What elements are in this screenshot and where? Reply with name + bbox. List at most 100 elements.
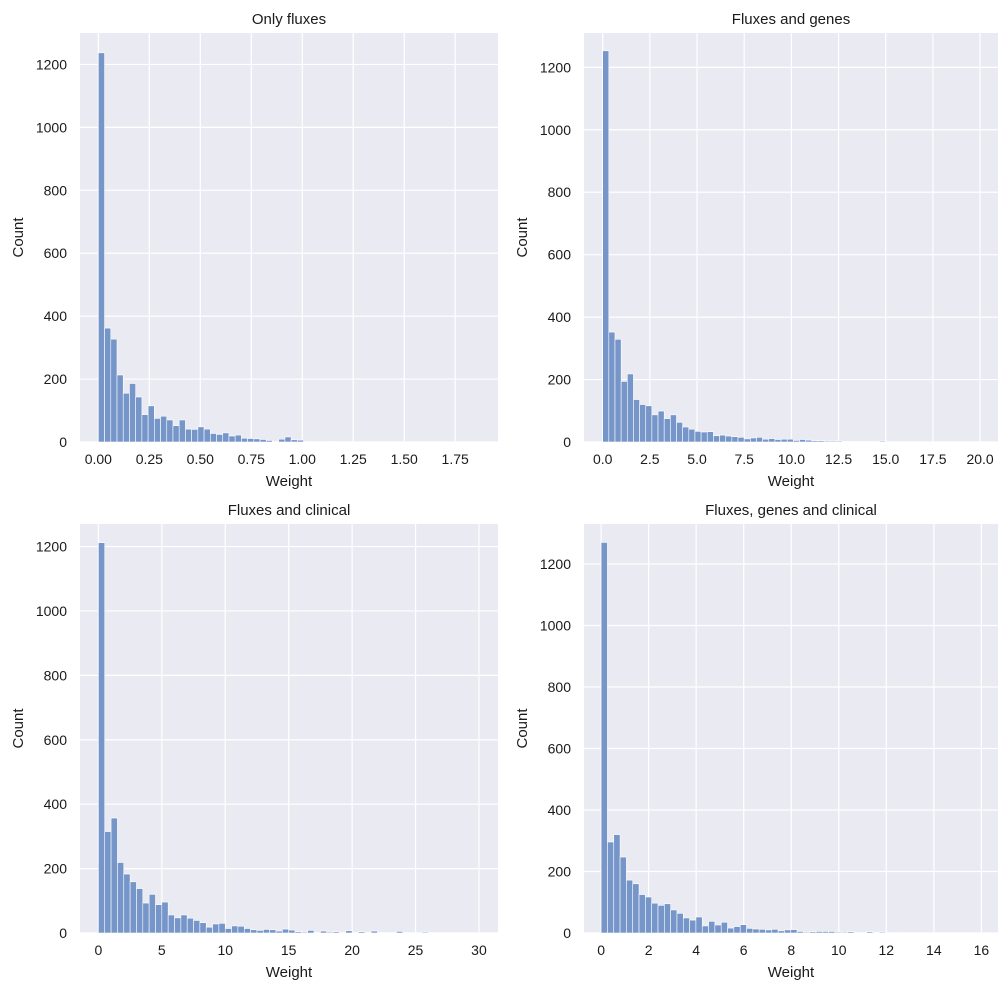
histogram-bar bbox=[224, 928, 232, 934]
x-tick-label: 0 bbox=[597, 942, 605, 958]
histogram-bar bbox=[259, 439, 267, 443]
x-tick-label: 0.50 bbox=[187, 451, 214, 467]
panel-title: Fluxes and clinical bbox=[228, 502, 351, 519]
histogram-bar bbox=[743, 438, 751, 443]
histogram-bar bbox=[209, 433, 217, 443]
histogram-bar bbox=[620, 381, 628, 443]
y-axis-label: Count bbox=[10, 708, 27, 749]
histogram-bar bbox=[178, 419, 186, 443]
x-tick-label: 1.50 bbox=[391, 451, 418, 467]
histogram-bar bbox=[756, 437, 763, 443]
x-axis-label: Weight bbox=[266, 964, 313, 981]
histogram-bar bbox=[193, 920, 201, 934]
histogram-bar bbox=[752, 928, 760, 934]
histogram-bar bbox=[250, 929, 258, 934]
histogram-bar bbox=[294, 931, 302, 934]
x-tick-label: 7.5 bbox=[734, 451, 754, 467]
histogram-bar bbox=[288, 929, 296, 934]
histogram-bar bbox=[253, 438, 261, 443]
x-tick-label: 4 bbox=[692, 942, 700, 958]
histogram-bar bbox=[186, 917, 194, 934]
histogram-bar bbox=[847, 931, 855, 934]
histogram-bar bbox=[278, 438, 286, 443]
histogram-bar bbox=[822, 931, 829, 934]
histogram-bar bbox=[110, 817, 118, 934]
histogram-bar bbox=[216, 434, 224, 443]
histogram-bar bbox=[228, 435, 236, 443]
histogram-bar bbox=[873, 441, 880, 443]
histogram-bar bbox=[155, 904, 163, 934]
y-tick-label: 1000 bbox=[36, 119, 67, 135]
histogram-bar bbox=[682, 426, 690, 443]
histogram-bar bbox=[284, 436, 292, 443]
y-tick-label: 0 bbox=[563, 925, 571, 941]
histogram-bar bbox=[185, 428, 192, 443]
histogram-bar bbox=[725, 435, 733, 443]
y-tick-label: 1200 bbox=[540, 556, 571, 572]
histogram-bar bbox=[657, 410, 665, 443]
histogram-bar bbox=[167, 914, 175, 934]
y-tick-label: 600 bbox=[44, 245, 68, 261]
histogram-bar bbox=[777, 930, 785, 934]
histogram-bar bbox=[829, 440, 837, 443]
histogram-bar bbox=[733, 926, 741, 934]
histogram-bar bbox=[135, 396, 143, 443]
y-tick-label: 400 bbox=[548, 309, 572, 325]
histogram-bar bbox=[613, 834, 621, 934]
histogram-bar bbox=[731, 436, 739, 443]
histogram-bar bbox=[222, 432, 230, 443]
histogram-bar bbox=[241, 437, 248, 443]
histogram-bar bbox=[614, 338, 622, 443]
histogram-bar bbox=[765, 929, 773, 934]
x-tick-label: 6 bbox=[740, 942, 748, 958]
histogram-bar bbox=[774, 439, 782, 443]
y-tick-label: 1000 bbox=[36, 603, 67, 619]
y-tick-label: 200 bbox=[548, 863, 572, 879]
histogram-bar bbox=[174, 917, 182, 934]
histogram-bar bbox=[897, 932, 905, 934]
histogram-bar bbox=[117, 862, 125, 934]
histogram-bar bbox=[860, 441, 868, 443]
x-tick-label: 1.25 bbox=[340, 451, 367, 467]
histogram-bar bbox=[651, 414, 659, 443]
y-tick-label: 800 bbox=[548, 679, 572, 695]
x-tick-label: 0.25 bbox=[136, 451, 163, 467]
histogram-bar bbox=[421, 931, 429, 934]
histogram-bar bbox=[916, 932, 924, 934]
histogram-bar bbox=[161, 901, 169, 934]
histogram-bar bbox=[328, 441, 335, 443]
histogram-bar bbox=[771, 929, 779, 934]
histogram-bar bbox=[708, 921, 716, 934]
histogram-bar bbox=[639, 404, 647, 443]
histogram-bar bbox=[638, 894, 646, 934]
histogram-bar bbox=[122, 392, 130, 443]
histogram-bar bbox=[269, 929, 277, 934]
histogram-bar bbox=[203, 428, 211, 443]
x-tick-label: 0 bbox=[94, 942, 102, 958]
histogram-bar bbox=[645, 405, 653, 443]
histogram-bar bbox=[301, 931, 309, 934]
x-tick-label: 14 bbox=[926, 942, 942, 958]
histogram-bar bbox=[811, 440, 819, 443]
histogram-bar bbox=[123, 873, 131, 934]
histogram-bar bbox=[370, 930, 378, 934]
histogram-bar bbox=[842, 441, 850, 443]
histogram-bar bbox=[803, 931, 811, 934]
y-tick-label: 400 bbox=[44, 796, 68, 812]
histogram-bar bbox=[98, 52, 105, 443]
histogram-bar bbox=[607, 841, 615, 934]
histogram-bar bbox=[345, 930, 353, 934]
histogram-bar bbox=[320, 930, 328, 934]
histogram-bar bbox=[358, 931, 366, 934]
histogram-bar bbox=[872, 932, 880, 934]
y-tick-label: 1200 bbox=[36, 539, 67, 555]
histogram-bar bbox=[714, 924, 722, 934]
histogram-bar bbox=[191, 429, 199, 443]
histogram-bar bbox=[664, 903, 671, 934]
histogram-bar bbox=[608, 331, 616, 443]
histogram-bar bbox=[282, 928, 289, 934]
histogram-bar bbox=[256, 930, 264, 934]
x-tick-label: 17.5 bbox=[919, 451, 946, 467]
histogram-bar bbox=[645, 896, 652, 934]
